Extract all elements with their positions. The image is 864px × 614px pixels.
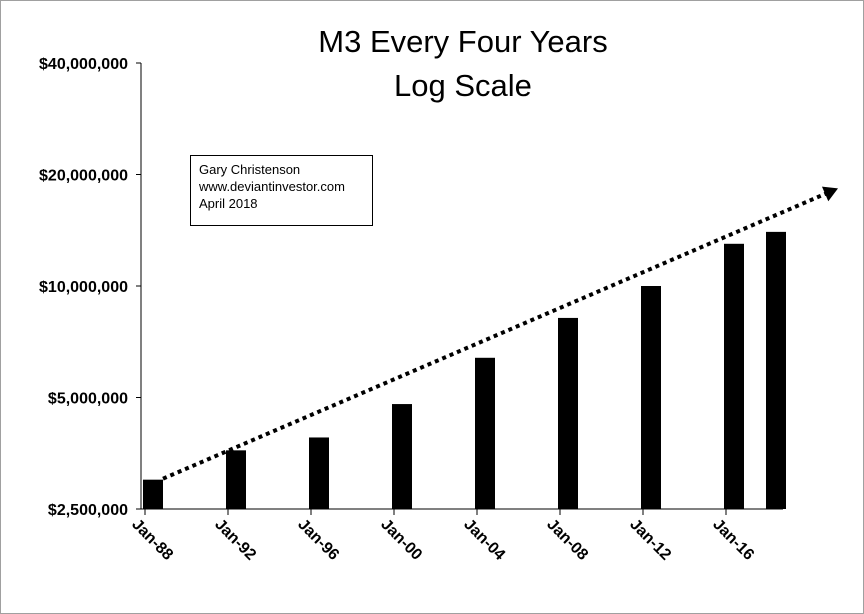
author-name: Gary Christenson (199, 162, 301, 177)
bar (392, 404, 412, 509)
bar (558, 317, 578, 509)
y-tick-label: $5,000,000 (48, 391, 128, 408)
trend-line-dots (162, 190, 830, 481)
bar (143, 479, 163, 509)
trend-arrowhead (821, 186, 838, 202)
bar (766, 231, 786, 509)
trend-line (162, 186, 838, 481)
bar (641, 286, 661, 509)
y-tick-label: $2,500,000 (48, 502, 128, 519)
chart-title: M3 Every Four Years (318, 24, 607, 59)
bar (226, 450, 246, 509)
x-tick-label: Jan-88 (128, 516, 176, 564)
x-tick-label: Jan-92 (211, 516, 259, 564)
y-tick-label: $40,000,000 (39, 56, 128, 73)
bar (309, 437, 329, 509)
x-tick-label: Jan-16 (709, 516, 757, 564)
y-tick-label: $20,000,000 (39, 168, 128, 185)
x-tick-label: Jan-04 (460, 516, 508, 564)
x-tick-label: Jan-00 (377, 516, 425, 564)
bar (724, 243, 744, 509)
author-date: April 2018 (199, 196, 258, 211)
bar (475, 357, 495, 509)
author-note: Gary Christenson www.deviantinvestor.com… (190, 155, 373, 226)
x-tick-label: Jan-96 (294, 516, 342, 564)
author-website: www.deviantinvestor.com (199, 179, 345, 194)
chart-subtitle: Log Scale (394, 68, 532, 103)
x-tick-label: Jan-08 (543, 516, 591, 564)
x-tick-label: Jan-12 (626, 516, 674, 564)
bars (143, 231, 786, 509)
y-tick-label: $10,000,000 (39, 279, 128, 296)
